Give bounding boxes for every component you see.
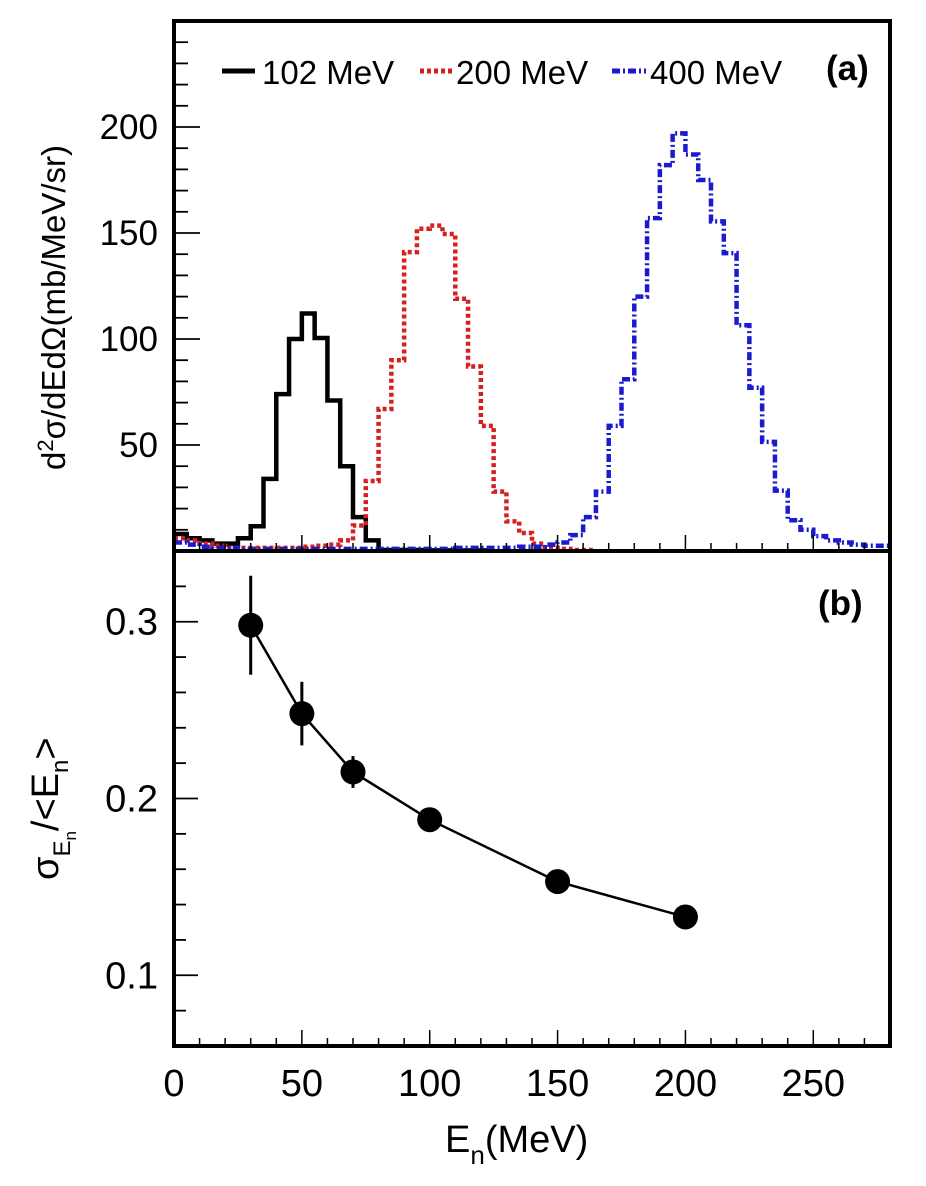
data-point [289, 701, 315, 727]
legend-label-400: 400 MeV [650, 54, 782, 91]
x-tick-label: 150 [526, 1063, 589, 1105]
data-point [545, 869, 571, 895]
data-point [340, 759, 366, 785]
panel-b-ylabel: σEn/<En> [25, 737, 80, 880]
x-axis-label: En(MeV) [445, 1119, 588, 1170]
legend-label-200: 200 MeV [456, 54, 588, 91]
panel-a-series [174, 131, 890, 553]
axes-frames [172, 19, 892, 1048]
histogram-200-mev [174, 223, 596, 553]
histogram-400-mev [174, 131, 890, 552]
panel-b-series [238, 575, 698, 930]
x-tick-labels: 0 50 100 150 200 250 [163, 1063, 845, 1105]
y-tick-label: 0.2 [105, 779, 158, 821]
panel-b-resolution: 0.1 0.2 0.3 (b) σEn/<En> [25, 575, 891, 1047]
panel-b-ticks [173, 585, 891, 1047]
data-point [417, 807, 443, 833]
legend: 102 MeV 200 MeV 400 MeV [222, 54, 782, 91]
data-point [238, 612, 264, 638]
histogram-102-mev [174, 311, 494, 553]
x-tick-label: 100 [398, 1063, 461, 1105]
y-tick-label: 150 [100, 214, 158, 253]
x-tick-label: 200 [654, 1063, 717, 1105]
panel-b-frame [172, 549, 892, 1048]
x-tick-label: 50 [281, 1063, 323, 1105]
y-tick-label: 0.3 [105, 602, 158, 644]
panel-b-label: (b) [818, 584, 863, 623]
y-tick-label: 50 [119, 426, 158, 465]
y-tick-label: 200 [100, 108, 158, 147]
y-tick-label: 0.1 [105, 955, 158, 997]
data-point [672, 904, 698, 930]
panel-b-tick-labels: 0.1 0.2 0.3 [105, 602, 158, 998]
panel-a-frame [172, 19, 892, 553]
panel-a-label: (a) [826, 49, 869, 88]
resolution-curve [249, 624, 686, 919]
panel-a-ylabel: d2σ/dEdΩ(mb/MeV/sr) [33, 145, 72, 470]
panel-a-ticks [173, 41, 891, 551]
x-tick-label: 0 [163, 1063, 184, 1105]
y-tick-label: 100 [100, 320, 158, 359]
panel-a-tick-labels: 50 100 150 200 [100, 108, 158, 465]
x-tick-label: 250 [782, 1063, 845, 1105]
legend-label-102: 102 MeV [262, 54, 394, 91]
